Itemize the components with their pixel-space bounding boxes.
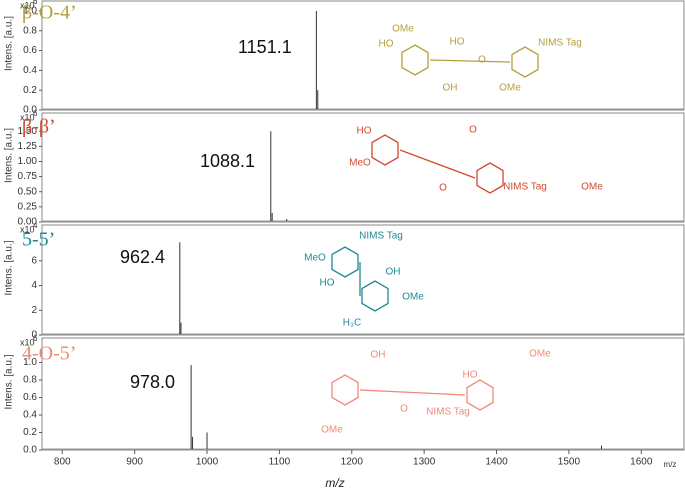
y-multiplier-base: x10 <box>20 337 35 347</box>
y-multiplier-base: x10 <box>20 112 35 122</box>
peak-label: 962.4 <box>120 247 165 267</box>
y-tick-label: 0.4 <box>23 65 37 76</box>
structure-label: NIMS Tag <box>359 231 403 242</box>
y-multiplier-base: x10 <box>20 224 35 234</box>
y-tick-label: 0.00 <box>18 217 38 228</box>
y-tick-label: 0.0 <box>23 445 37 456</box>
panel-title: 5-5’ <box>22 229 55 251</box>
x-axis-label: m/z <box>325 476 344 490</box>
y-tick-label: 1.0 <box>23 357 37 368</box>
structure-label: NIMS Tag <box>538 38 582 49</box>
x-tick-label: 1000 <box>196 457 219 468</box>
structure-label: O <box>478 55 486 66</box>
structure-label: O <box>439 183 447 194</box>
y-tick-label: 0.8 <box>23 375 37 386</box>
y-axis-label: Intens. [a.u.] <box>4 240 15 295</box>
structure-label: OMe <box>499 83 521 94</box>
structure-bond <box>399 149 476 179</box>
y-tick-label: 0.8 <box>23 25 37 36</box>
y-multiplier-exp: 4 <box>33 221 38 230</box>
y-multiplier-exp: 6 <box>33 0 38 6</box>
structure-label: HO <box>379 39 394 50</box>
y-tick-label: 1.0 <box>23 6 37 17</box>
y-tick-label: 0.4 <box>23 410 37 421</box>
structure-label: H₃C <box>343 318 362 329</box>
y-multiplier-exp: 6 <box>33 334 38 343</box>
structure-label: OMe <box>402 292 424 303</box>
structure-bond <box>359 389 466 396</box>
x-unit: m/z <box>664 460 677 469</box>
y-tick-label: 6 <box>31 255 37 266</box>
structure-label: HO <box>357 126 372 137</box>
y-tick-label: 0.6 <box>23 392 37 403</box>
y-axis-label: Intens. [a.u.] <box>4 16 15 71</box>
panel-title: 4-O-5’ <box>22 343 76 365</box>
structure-label: HO <box>463 370 478 381</box>
structure-label: OH <box>371 350 386 361</box>
y-tick-label: 0.0 <box>23 105 37 116</box>
x-tick-label: 1600 <box>630 457 653 468</box>
structure-label: OMe <box>321 425 343 436</box>
y-tick-label: 1.00 <box>18 156 38 167</box>
plot-frame <box>41 0 685 111</box>
x-tick-label: 1200 <box>341 457 364 468</box>
x-tick-label: 1500 <box>558 457 581 468</box>
peak-label: 1151.1 <box>238 37 292 57</box>
structure-ring <box>331 246 359 278</box>
structure-label: OMe <box>529 349 551 360</box>
y-multiplier-exp: 6 <box>33 109 38 118</box>
y-tick-label: 0.2 <box>23 427 37 438</box>
panel-title: β-O-4’ <box>22 2 77 24</box>
x-tick-label: 1100 <box>269 457 291 468</box>
structure-label: O <box>400 404 408 415</box>
structure-label: MeO <box>349 158 371 169</box>
plot-frame <box>41 224 685 336</box>
y-axis-label: Intens. [a.u.] <box>4 354 15 409</box>
structure-ring <box>466 379 494 411</box>
y-tick-label: 0.2 <box>23 85 37 96</box>
structure-label: OMe <box>581 182 603 193</box>
structure-ring <box>401 44 429 76</box>
y-tick-label: 1.25 <box>18 141 38 152</box>
y-tick-label: 0.6 <box>23 45 37 56</box>
structure-label: OH <box>443 83 458 94</box>
y-tick-label: 0.75 <box>18 171 38 182</box>
structure-ring <box>511 46 539 78</box>
x-tick-label: 1300 <box>413 457 436 468</box>
y-axis-label: Intens. [a.u.] <box>4 128 15 183</box>
structure-label: MeO <box>304 253 326 264</box>
structure-label: NIMS Tag <box>426 407 470 418</box>
x-tick-label: 1400 <box>485 457 508 468</box>
structure-ring <box>361 280 389 312</box>
y-tick-label: 1.50 <box>18 126 38 137</box>
structure-label: OH <box>386 267 401 278</box>
y-tick-label: 0.25 <box>18 202 38 213</box>
y-tick-label: 0 <box>31 330 37 341</box>
peak-label: 978.0 <box>130 372 175 392</box>
x-tick-label: 800 <box>54 457 71 468</box>
structure-ring <box>331 374 359 406</box>
peak-label: 1088.1 <box>200 151 255 171</box>
panel-title: β-β’ <box>22 116 56 138</box>
y-multiplier-base: x10 <box>20 0 35 10</box>
structure-label: NIMS Tag <box>503 182 547 193</box>
y-tick-label: 4 <box>31 280 37 291</box>
structure-ring <box>476 162 504 194</box>
structure-label: HO <box>450 37 465 48</box>
structure-label: OMe <box>392 24 414 35</box>
plot-frame <box>41 337 685 451</box>
structure-label: O <box>469 125 477 136</box>
x-tick-label: 900 <box>126 457 143 468</box>
structure-ring <box>371 134 399 166</box>
structure-label: HO <box>320 278 335 289</box>
y-tick-label: 0.50 <box>18 186 38 197</box>
plot-frame <box>41 112 685 223</box>
y-tick-label: 2 <box>31 305 37 316</box>
structure-bond <box>429 59 511 63</box>
